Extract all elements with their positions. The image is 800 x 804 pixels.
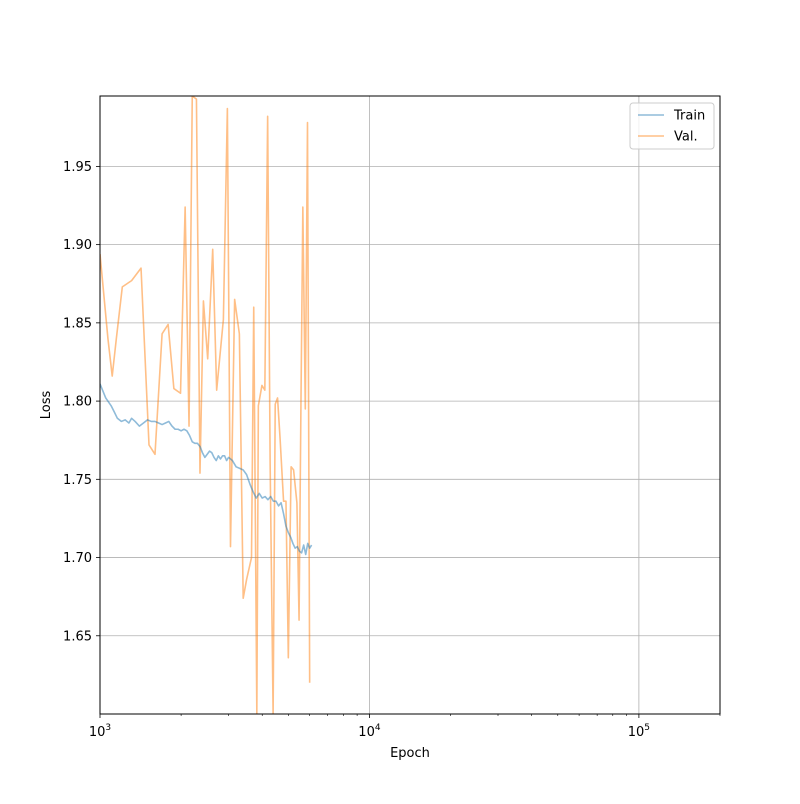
- x-tick-label: 104: [358, 723, 381, 740]
- legend: Train Val.: [629, 102, 715, 150]
- x-axis-label: Epoch: [390, 746, 430, 761]
- x-tick-label-base: 10: [89, 725, 106, 740]
- x-tick-label-exponent: 5: [644, 723, 650, 733]
- y-tick-label: 1.85: [63, 316, 92, 331]
- y-axis-label: Loss: [39, 391, 54, 420]
- y-tick-label: 1.90: [63, 238, 92, 253]
- x-tick-label-base: 10: [628, 725, 645, 740]
- legend-label-train: Train: [673, 109, 705, 124]
- y-axis-ticks: 1.65 1.70 1.75 1.80 1.85 1.90 1.95: [63, 160, 100, 644]
- x-tick-label: 103: [89, 723, 111, 740]
- x-axis-ticks: 103 104 105: [89, 714, 721, 740]
- x-tick-label-exponent: 4: [375, 723, 381, 733]
- legend-label-val: Val.: [674, 130, 698, 145]
- x-tick-label-base: 10: [358, 725, 375, 740]
- x-tick-label-exponent: 3: [105, 723, 111, 733]
- y-tick-label: 1.70: [63, 551, 92, 566]
- y-tick-label: 1.75: [63, 473, 92, 488]
- series-layer: [100, 96, 313, 714]
- y-tick-label: 1.65: [63, 629, 92, 644]
- series-line-train: [100, 383, 313, 556]
- plot-frame: [99, 95, 721, 715]
- x-tick-label: 105: [628, 723, 650, 740]
- y-tick-label: 1.95: [63, 160, 92, 175]
- y-tick-label: 1.80: [63, 395, 92, 410]
- series-line-val: [100, 96, 311, 714]
